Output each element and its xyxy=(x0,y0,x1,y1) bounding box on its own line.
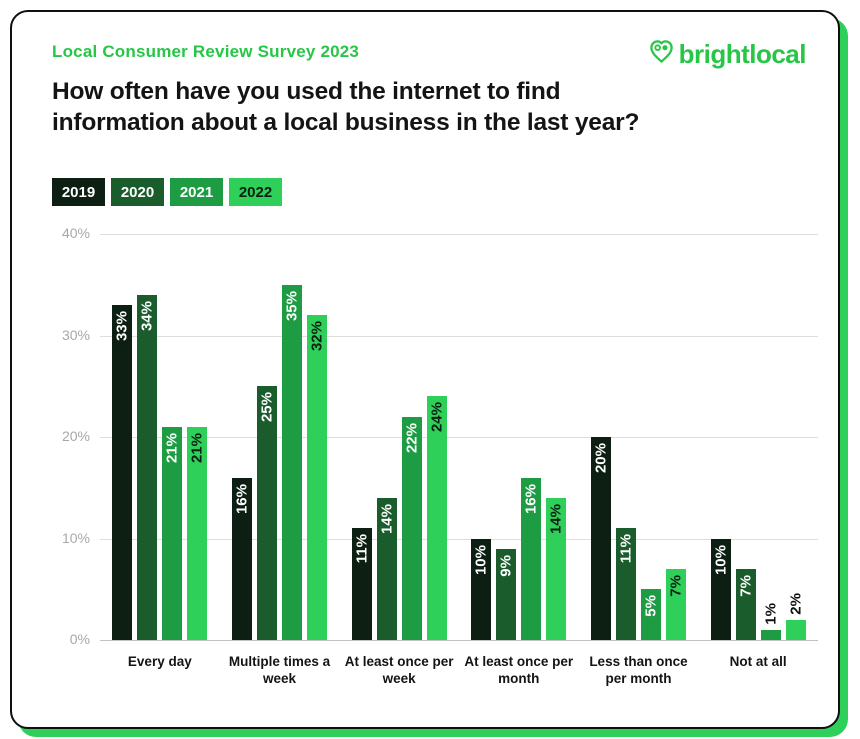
bar-value-label: 35% xyxy=(283,290,301,321)
brightlocal-logo-text: brightlocal xyxy=(678,38,807,69)
bar-2020: 11% xyxy=(615,528,636,640)
bar-value-label: 11% xyxy=(353,534,371,564)
gridline-40 xyxy=(100,234,818,235)
bar-2022: 32% xyxy=(306,315,327,640)
y-tick-label-20: 20% xyxy=(61,428,90,444)
bar-value-label: 32% xyxy=(308,321,326,352)
bar-2022: 21% xyxy=(187,426,208,640)
bar-2021: 1% xyxy=(760,603,781,640)
bar-2020: 7% xyxy=(735,568,756,640)
bar-2020: 14% xyxy=(376,497,397,640)
bar-2020: 25% xyxy=(256,386,277,640)
bar-group-6: 10% 7% 1% 2% Not at all xyxy=(700,234,816,687)
bar-value-label: 34% xyxy=(138,300,156,331)
chart-grid: 0% 10% 20% 30% 40% xyxy=(48,224,818,694)
bars: 10% 9% 16% 14% xyxy=(471,234,567,640)
bar-2021: 35% xyxy=(281,284,302,640)
bar-value-label: 14% xyxy=(378,503,396,534)
survey-eyebrow: Local Consumer Review Survey 2023 xyxy=(52,42,360,61)
bar-value-label: 21% xyxy=(163,432,181,463)
legend-item-2019: 2019 xyxy=(52,178,105,206)
bars: 20% 11% 5% 7% xyxy=(590,234,686,640)
bar-value-label: 5% xyxy=(642,595,660,617)
bar-value-label: 16% xyxy=(522,483,540,514)
category-label: At least once per week xyxy=(344,654,454,686)
infographic-card: Local Consumer Review Survey 2023 bright… xyxy=(10,10,840,729)
category-label: Every day xyxy=(127,654,192,669)
bars: 33% 34% 21% 21% xyxy=(112,234,208,640)
bar-2020: 34% xyxy=(137,294,158,640)
bar-value-label: 21% xyxy=(188,432,206,463)
bar-value-label: 22% xyxy=(403,422,421,453)
bar-2019: 16% xyxy=(231,477,252,640)
bar-2020: 9% xyxy=(496,548,517,640)
bars: 10% 7% 1% 2% xyxy=(710,234,806,640)
bar-value-label: 16% xyxy=(233,483,251,514)
gridline-0 xyxy=(100,640,818,641)
bar-value-label: 9% xyxy=(497,554,515,577)
legend-item-2022: 2022 xyxy=(229,178,282,206)
gridline-20 xyxy=(100,437,818,438)
bar-2022: 2% xyxy=(785,593,806,640)
gridline-10 xyxy=(100,538,818,540)
bar-group-2: 16% 25% 35% 32% Multiple times a week xyxy=(221,234,337,687)
bar-value-label: 20% xyxy=(592,443,610,474)
bar-group-5: 20% 11% 5% 7% Less than once per month xyxy=(580,234,696,687)
bar-2021: 5% xyxy=(640,589,661,640)
bars: 11% 14% 22% 24% xyxy=(351,234,447,640)
bar-2019: 10% xyxy=(471,538,492,640)
y-tick-label-40: 40% xyxy=(61,225,90,241)
bar-group-1: 33% 34% 21% 21% Every day xyxy=(102,234,218,687)
bar-value-label: 14% xyxy=(547,503,565,534)
y-tick-label-30: 30% xyxy=(61,326,90,343)
category-label: Not at all xyxy=(729,654,787,669)
bar-2022: 14% xyxy=(546,497,567,640)
bar-2019: 20% xyxy=(590,437,611,640)
bar-value-label: 11% xyxy=(617,534,635,564)
bar-value-label: 7% xyxy=(737,574,755,597)
bar-value-label: 25% xyxy=(258,392,276,423)
y-tick-label-10: 10% xyxy=(61,529,90,546)
bar-value-label: 7% xyxy=(667,574,685,597)
bar-chart: 0% 10% 20% 30% 40% 33% 34% 21% 21% Every day 16% 2… xyxy=(48,224,818,694)
bar-2021: 22% xyxy=(401,416,422,640)
brightlocal-logo: brightlocal xyxy=(648,38,807,70)
legend-item-2020: 2020 xyxy=(111,178,164,206)
y-tick-label-0: 0% xyxy=(69,631,90,647)
chart-legend: 2019 2020 2021 2022 xyxy=(52,178,282,206)
bars: 16% 25% 35% 32% xyxy=(231,234,327,640)
bar-group-4: 10% 9% 16% 14% At least once per month xyxy=(461,234,577,687)
bar-2019: 10% xyxy=(710,538,731,640)
bar-value-label: 10% xyxy=(472,544,490,575)
bar-value-label: 2% xyxy=(787,593,805,615)
bar-value-label: 10% xyxy=(712,544,730,575)
bar-2022: 24% xyxy=(426,396,447,640)
bar-2021: 21% xyxy=(162,426,183,640)
bar-2019: 33% xyxy=(112,305,133,640)
category-label: At least once per month xyxy=(464,654,574,686)
chart-bar-groups: 33% 34% 21% 21% Every day 16% 25% 35% 32% Multipl… xyxy=(100,234,818,687)
bar-value-label: 33% xyxy=(113,311,131,342)
bar-value-label: 24% xyxy=(428,402,446,433)
bar-group-3: 11% 14% 22% 24% At least once per week xyxy=(341,234,457,687)
bar-2021: 16% xyxy=(521,477,542,640)
bar-value-label: 1% xyxy=(762,603,780,625)
bar-2022: 7% xyxy=(665,568,686,640)
category-label: Less than once per month xyxy=(589,654,688,686)
gridline-30 xyxy=(100,335,818,337)
bar-2019: 11% xyxy=(351,528,372,640)
heart-pin-icon xyxy=(648,38,675,70)
page-title: How often have you used the internet to … xyxy=(52,78,640,136)
category-label: Multiple times a week xyxy=(228,654,331,686)
legend-item-2021: 2021 xyxy=(170,178,223,206)
